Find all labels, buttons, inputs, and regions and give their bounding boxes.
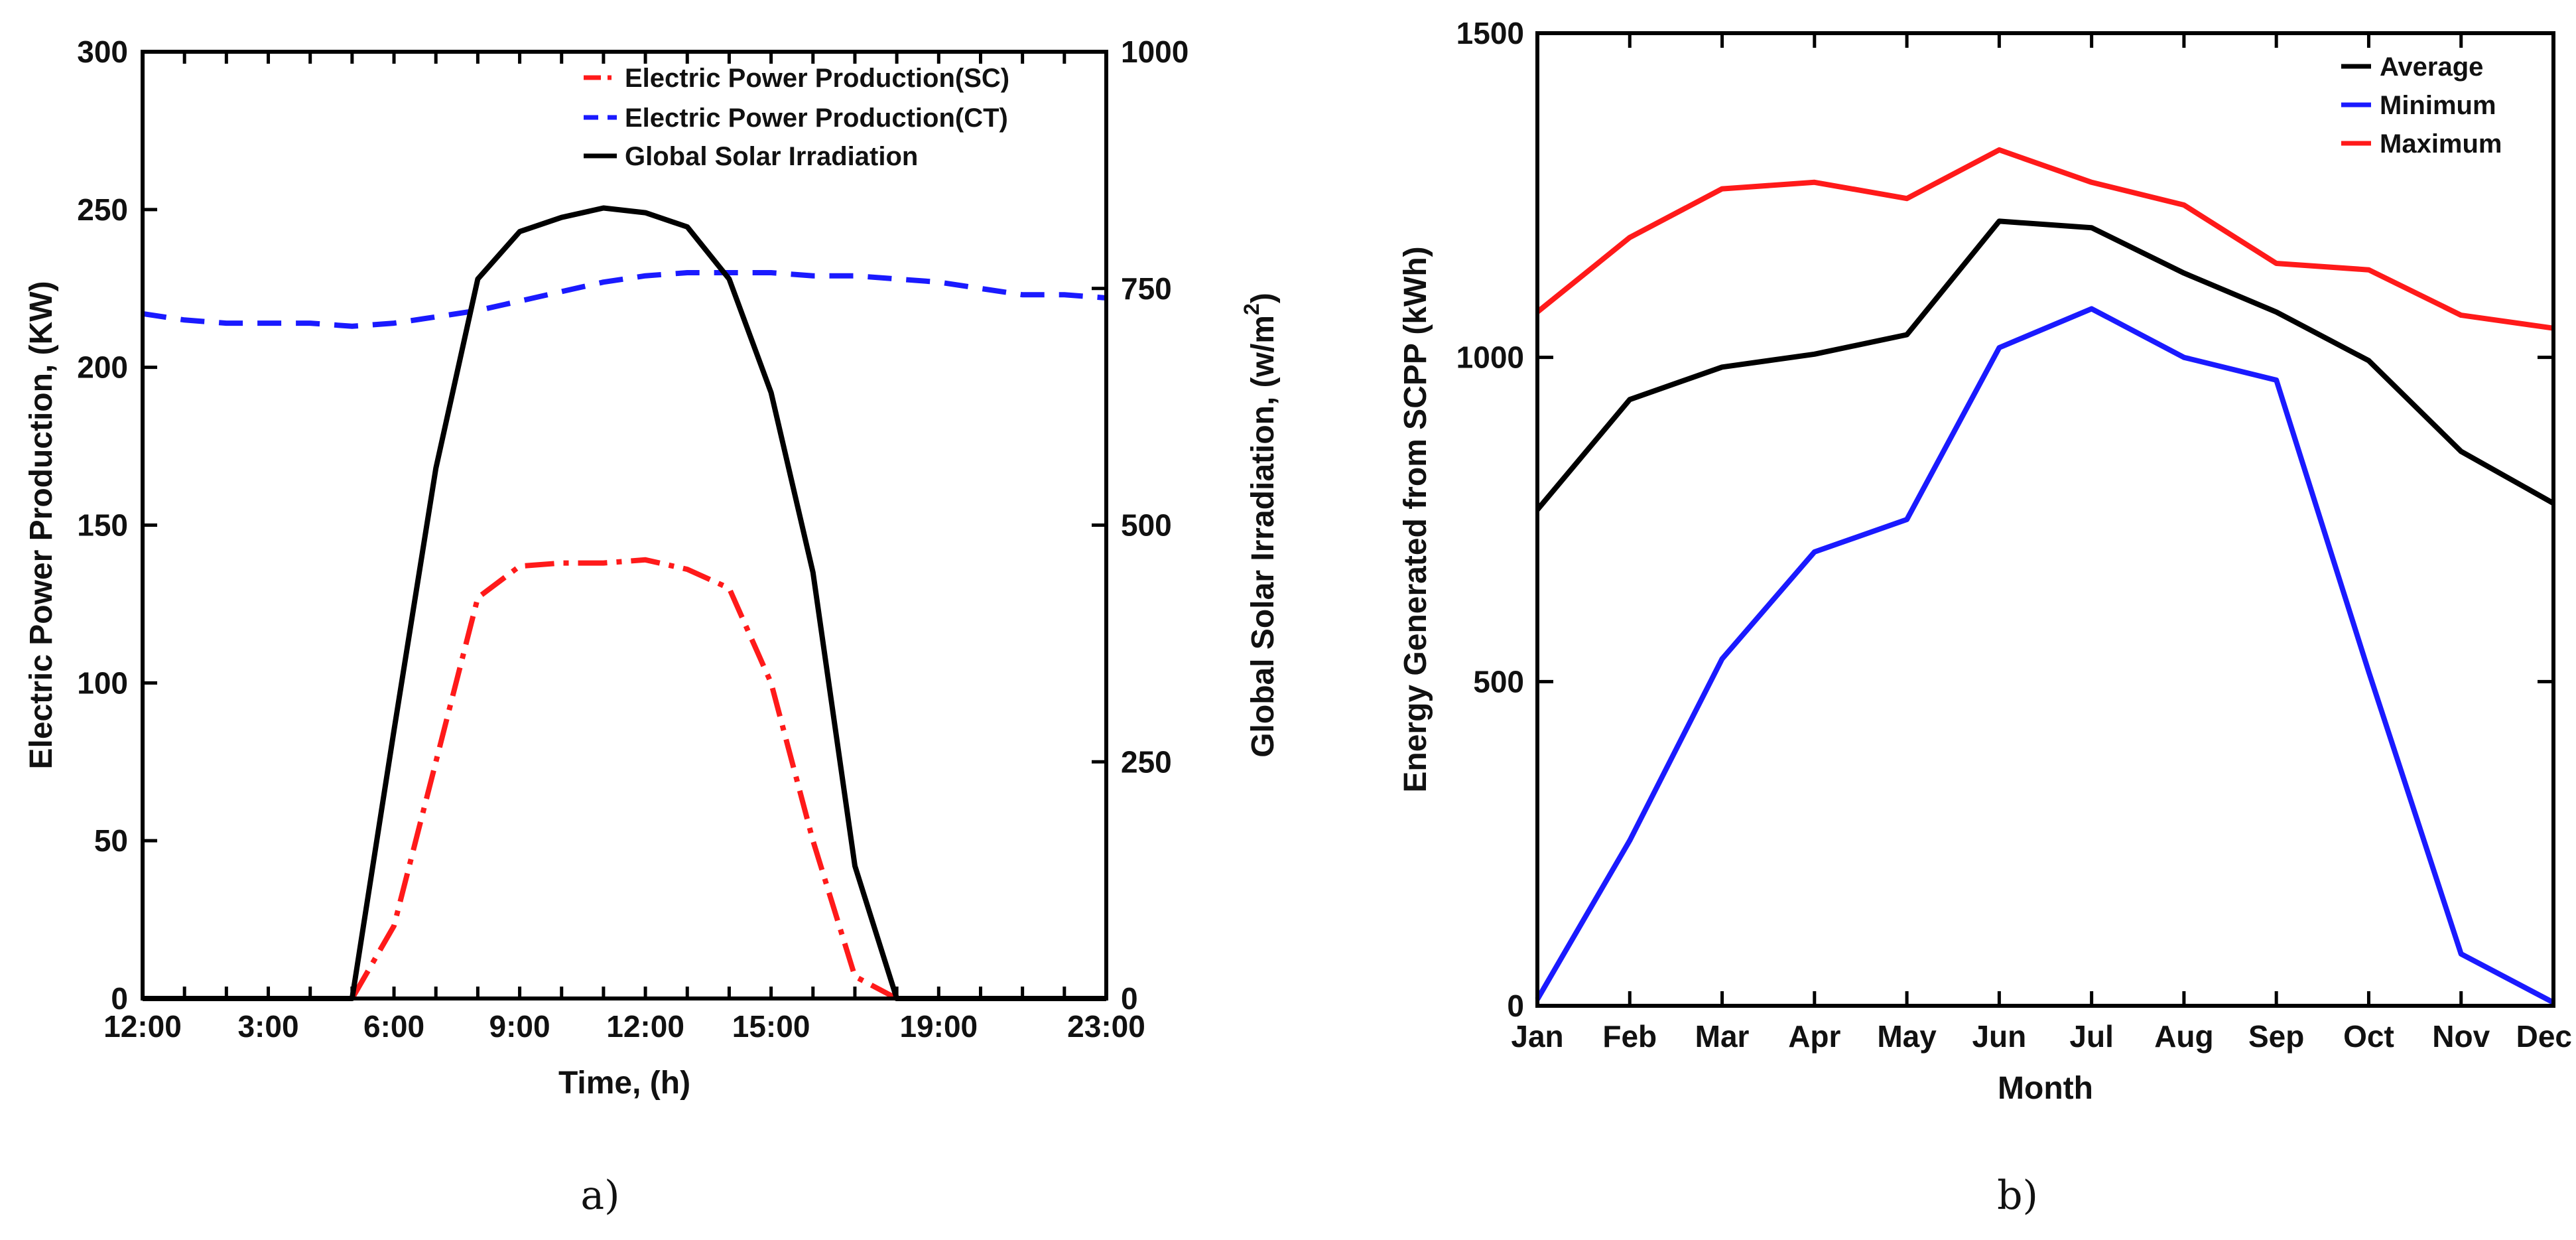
x-tick-label: 23:00 bbox=[1067, 1009, 1145, 1044]
x-axis-label: Month bbox=[1998, 1071, 2093, 1106]
chart-a-hourly-power: 12:00 3:00 6:00 9:00 12:00 15:00 19:00 23:00050… bbox=[24, 34, 1281, 1219]
x-tick-label: Jul bbox=[2069, 1019, 2113, 1054]
y2-tick-label: 1000 bbox=[1121, 34, 1189, 69]
x-tick-label: Aug bbox=[2154, 1019, 2213, 1054]
x-tick-label: 12:00 bbox=[103, 1009, 182, 1044]
x-tick-label: Jun bbox=[1972, 1019, 2026, 1054]
y2-tick-label: 0 bbox=[1121, 981, 1138, 1016]
y-axis-label: Energy Generated from SCPP (kWh) bbox=[1398, 246, 1433, 792]
series-line-ct bbox=[142, 270, 1107, 329]
y-tick-label: 1000 bbox=[1456, 340, 1524, 375]
x-tick-label: Dec bbox=[2516, 1019, 2572, 1054]
caption-a: a) bbox=[580, 1172, 619, 1219]
legend-label: Average bbox=[2380, 52, 2483, 82]
x-tick-label: Mar bbox=[1695, 1019, 1750, 1054]
plot-frame-b bbox=[1535, 31, 2555, 1008]
y-tick-label: 300 bbox=[77, 34, 128, 69]
y-tick-label: 100 bbox=[77, 665, 128, 700]
x-tick-label: 15:00 bbox=[732, 1009, 810, 1044]
x-tick-label: 19:00 bbox=[899, 1009, 978, 1044]
x-tick-label: May bbox=[1877, 1019, 1937, 1054]
legend-label: Electric Power Production(SC) bbox=[625, 64, 1009, 93]
y2-axis-label-main: Global Solar Irradiation, (w/m bbox=[1246, 315, 1281, 758]
y-tick-label: 0 bbox=[111, 981, 128, 1016]
x-axis-label: Time, (h) bbox=[558, 1066, 690, 1101]
y-tick-label: 250 bbox=[77, 192, 128, 227]
y-tick-label: 0 bbox=[1507, 989, 1524, 1023]
legend-label: Electric Power Production(CT) bbox=[625, 103, 1008, 133]
y-axis-label: Electric Power Production, (KW) bbox=[24, 281, 59, 769]
caption-b: b) bbox=[1997, 1172, 2038, 1219]
legend-label: Global Solar Irradiation bbox=[625, 142, 918, 171]
x-tick-label: 6:00 bbox=[363, 1009, 424, 1044]
y-tick-label: 150 bbox=[77, 508, 128, 543]
x-tick-label: Jan bbox=[1511, 1019, 1563, 1054]
y2-tick-label: 750 bbox=[1121, 271, 1172, 306]
y2-axis-label-superscript: 2 bbox=[1240, 303, 1263, 315]
x-tick-label: 12:00 bbox=[606, 1009, 684, 1044]
y2-tick-label: 500 bbox=[1121, 508, 1172, 543]
legend-label: Minimum bbox=[2380, 91, 2496, 120]
x-tick-label: 3:00 bbox=[237, 1009, 298, 1044]
x-tick-label: 9:00 bbox=[489, 1009, 550, 1044]
y2-axis-label-end: ) bbox=[1246, 293, 1281, 303]
y-tick-label: 1500 bbox=[1456, 16, 1524, 50]
x-tick-label: Feb bbox=[1602, 1019, 1657, 1054]
y-tick-label: 50 bbox=[94, 823, 128, 858]
x-tick-label: Sep bbox=[2248, 1019, 2304, 1054]
series-line-maximum bbox=[1535, 147, 2554, 331]
x-tick-label: Oct bbox=[2343, 1019, 2394, 1054]
y2-axis-label: Global Solar Irradiation, (w/m2) bbox=[1240, 293, 1281, 758]
series-line-minimum bbox=[1535, 306, 2555, 1005]
y-tick-label: 200 bbox=[77, 350, 128, 385]
y2-tick-label: 250 bbox=[1121, 744, 1172, 779]
x-tick-label: Apr bbox=[1788, 1019, 1840, 1054]
chart-b-monthly-energy: Jan Feb Mar Apr May Jun Jul Aug Sep Oct Nov Dec 0 500… bbox=[1398, 16, 2572, 1219]
y-tick-label: 500 bbox=[1473, 664, 1524, 699]
x-tick-label: Nov bbox=[2432, 1019, 2490, 1054]
series-line-average bbox=[1535, 218, 2555, 512]
legend-label: Maximum bbox=[2380, 129, 2502, 159]
